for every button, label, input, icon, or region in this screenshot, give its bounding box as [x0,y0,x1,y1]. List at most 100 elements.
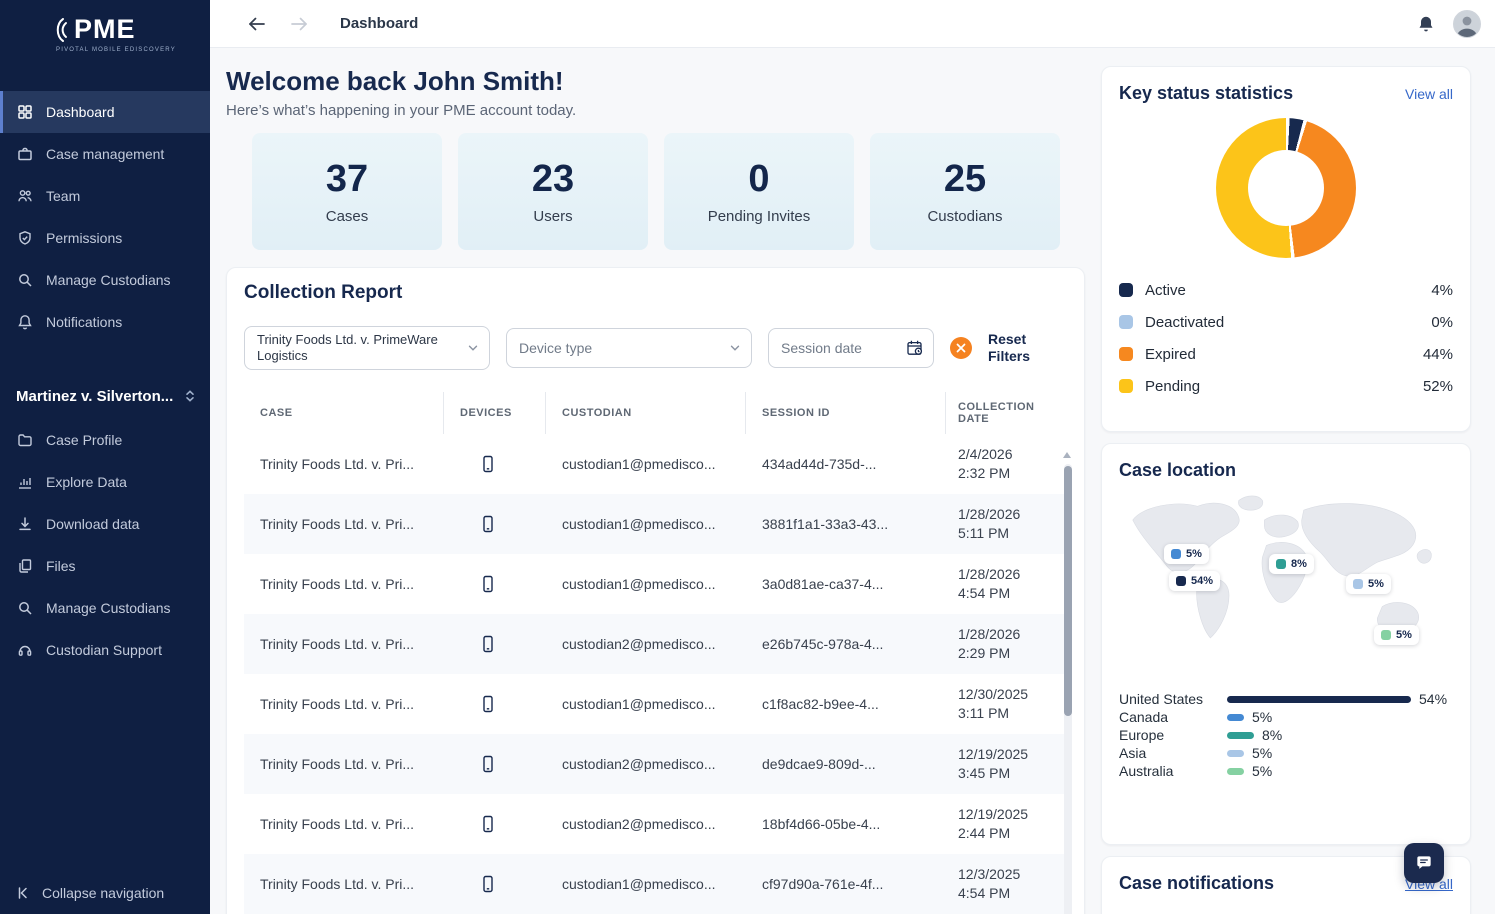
stat-value: 23 [532,158,574,201]
location-bar [1227,696,1411,703]
table-row[interactable]: Trinity Foods Ltd. v. Pri... custodian1@… [244,674,1068,734]
time: 3:45 PM [958,764,1068,783]
table-row[interactable]: Trinity Foods Ltd. v. Pri... custodian1@… [244,554,1068,614]
key-status-view-all-link[interactable]: View all [1405,86,1453,102]
clear-filters-button[interactable] [950,337,972,359]
custodian-cell: custodian1@pmedisco... [546,516,746,532]
sidebar-item-dashboard[interactable]: Dashboard [0,91,210,133]
badge-swatch [1381,630,1391,640]
legend-value: 4% [1431,282,1453,299]
sidebar-item-case-management[interactable]: Case management [0,133,210,175]
table-row[interactable]: Trinity Foods Ltd. v. Pri... custodian1@… [244,494,1068,554]
sidebar-item-label: Manage Custodians [46,272,171,288]
forward-button[interactable] [290,16,308,32]
briefcase-icon [16,146,34,162]
table-row[interactable]: Trinity Foods Ltd. v. Pri... custodian2@… [244,734,1068,794]
sidebar-item-label: Case Profile [46,432,122,448]
download-icon [16,516,34,532]
case-cell: Trinity Foods Ltd. v. Pri... [244,456,444,472]
time: 5:11 PM [958,524,1068,543]
collection-date-cell: 1/28/20264:54 PM [946,565,1068,603]
sidebar-item-label: Permissions [46,230,122,246]
sidebar-item-explore-data[interactable]: Explore Data [0,461,210,503]
stat-label: Custodians [927,208,1002,225]
sidebar-item-notifications[interactable]: Notifications [0,301,210,343]
collection-date-cell: 12/30/20253:11 PM [946,685,1068,723]
device-type-select[interactable]: Device type [506,328,752,368]
legend-value: 52% [1423,378,1453,395]
sidebar-item-team[interactable]: Team [0,175,210,217]
sidebar-item-custodian-support[interactable]: Custodian Support [0,629,210,671]
legend-label: Deactivated [1145,314,1431,331]
stat-label: Cases [326,208,369,225]
chat-button[interactable] [1404,843,1444,883]
collection-date-cell: 1/28/20265:11 PM [946,505,1068,543]
device-cell [444,515,546,533]
legend-value: 0% [1431,314,1453,331]
legend-swatch [1119,347,1133,361]
sidebar-item-files[interactable]: Files [0,545,210,587]
page-title: Dashboard [340,15,418,32]
custodian-cell: custodian1@pmedisco... [546,696,746,712]
table-row[interactable]: Trinity Foods Ltd. v. Pri... custodian2@… [244,614,1068,674]
table-row[interactable]: Trinity Foods Ltd. v. Pri... custodian1@… [244,434,1068,494]
mobile-device-icon [480,455,496,473]
mobile-device-icon [480,695,496,713]
stat-value: 0 [748,158,769,201]
sidebar-item-label: Team [46,188,80,204]
mobile-device-icon [480,515,496,533]
sidebar-case-nav: Case Profile Explore Data Download data … [0,419,210,671]
sidebar-item-manage-custodians[interactable]: Manage Custodians [0,259,210,301]
table-row[interactable]: Trinity Foods Ltd. v. Pri... custodian2@… [244,794,1068,854]
case-location-header: Case location [1102,444,1470,481]
scrollbar-thumb[interactable] [1064,466,1072,716]
time: 2:44 PM [958,824,1068,843]
device-cell [444,755,546,773]
notifications-bell-button[interactable] [1417,15,1435,33]
status-legend: Active 4% Deactivated 0% Expired 44% Pen… [1102,258,1470,402]
location-row-asia: Asia 5% [1119,744,1453,762]
column-header-case: CASE [244,392,444,434]
badge-value: 8% [1291,558,1307,570]
sidebar-item-label: Notifications [46,314,122,330]
sidebar-item-case-profile[interactable]: Case Profile [0,419,210,461]
back-button[interactable] [248,16,266,32]
users-icon [16,188,34,204]
bell-icon [1417,15,1435,33]
column-header-devices: DEVICES [444,392,546,434]
legend-item-expired: Expired 44% [1119,338,1453,370]
report-filters: Trinity Foods Ltd. v. PrimeWare Logistic… [244,326,1067,370]
reset-filters-button[interactable]: Reset Filters [988,331,1042,366]
case-switcher[interactable]: Martinez v. Silverton... [0,379,210,413]
case-filter-select[interactable]: Trinity Foods Ltd. v. PrimeWare Logistic… [244,326,490,370]
welcome-heading: Welcome back John Smith! [226,66,564,97]
chevron-down-icon [466,341,480,355]
legend-value: 44% [1423,346,1453,363]
legend-item-deactivated: Deactivated 0% [1119,306,1453,338]
collection-date-cell: 2/4/20262:32 PM [946,445,1068,483]
sidebar-item-permissions[interactable]: Permissions [0,217,210,259]
status-donut [1216,118,1356,258]
scrollbar-up-arrow[interactable] [1063,452,1071,458]
sidebar-item-manage-custodians-case[interactable]: Manage Custodians [0,587,210,629]
device-cell [444,875,546,893]
table-scrollbar[interactable] [1064,464,1072,914]
collection-date-cell: 12/19/20252:44 PM [946,805,1068,843]
stat-card-cases: 37 Cases [252,133,442,250]
location-percent: 5% [1252,745,1272,761]
time: 2:32 PM [958,464,1068,483]
table-header: CASE DEVICES CUSTODIAN SESSION ID COLLEC… [244,392,1068,434]
table-row[interactable]: Trinity Foods Ltd. v. Pri... custodian1@… [244,854,1068,914]
world-map: 5% 54% 8% 5% 5% [1119,489,1453,664]
session-date-input[interactable] [781,340,906,356]
time: 4:54 PM [958,584,1068,603]
date: 12/30/2025 [958,685,1068,704]
case-cell: Trinity Foods Ltd. v. Pri... [244,636,444,652]
sidebar-item-download-data[interactable]: Download data [0,503,210,545]
case-cell: Trinity Foods Ltd. v. Pri... [244,696,444,712]
user-avatar[interactable] [1453,10,1481,38]
headset-icon [16,642,34,658]
collapse-navigation-button[interactable]: Collapse navigation [0,876,210,910]
session-date-field[interactable] [768,328,934,368]
custodian-cell: custodian2@pmedisco... [546,756,746,772]
